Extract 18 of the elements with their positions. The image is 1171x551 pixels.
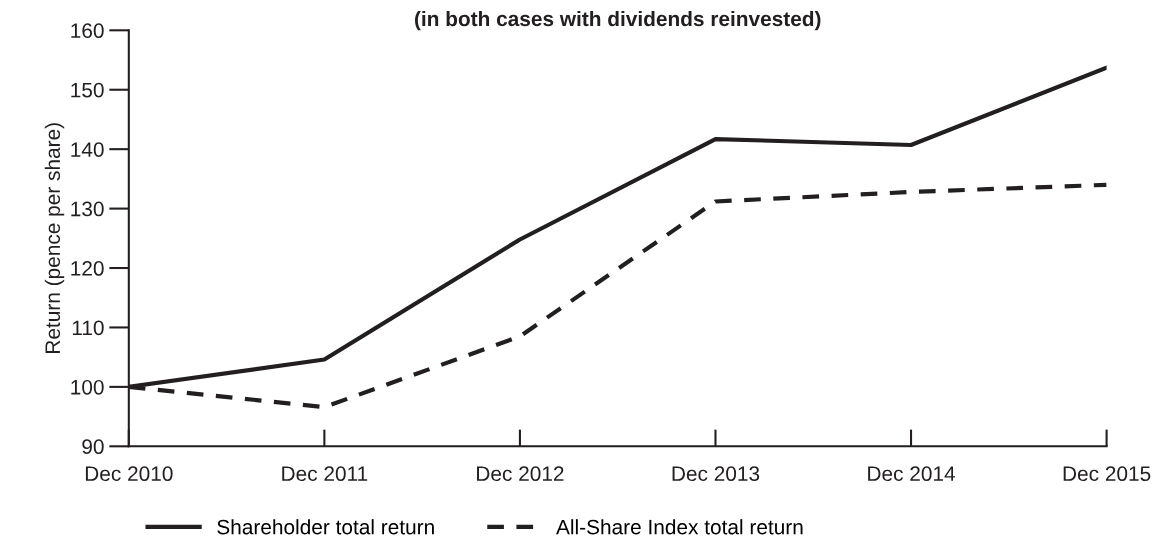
chart-title: (in both cases with dividends reinvested) bbox=[415, 10, 821, 31]
legend-label: All-Share Index total return bbox=[556, 519, 803, 535]
x-tick-label: Dec 2010 bbox=[85, 466, 173, 482]
x-tick-label: Dec 2011 bbox=[282, 466, 368, 482]
y-tick-label: 120 bbox=[71, 261, 104, 276]
y-tick-label: 160 bbox=[71, 23, 104, 39]
x-tick-label: Dec 2015 bbox=[1063, 466, 1151, 482]
x-tick-label: Dec 2012 bbox=[477, 466, 564, 482]
y-tick-label: 110 bbox=[72, 320, 104, 336]
y-tick-label: 150 bbox=[71, 82, 104, 98]
x-tick-label: Dec 2013 bbox=[672, 466, 760, 482]
y-tick-label: 140 bbox=[71, 142, 104, 157]
legend-label: Shareholder total return bbox=[217, 519, 434, 535]
y-tick-label: 130 bbox=[71, 201, 104, 217]
y-tick-label: 100 bbox=[71, 379, 104, 395]
y-axis-title: Return (pence per share) bbox=[44, 123, 65, 353]
y-tick-label: 90 bbox=[82, 439, 104, 455]
x-tick-label: Dec 2014 bbox=[868, 466, 956, 482]
